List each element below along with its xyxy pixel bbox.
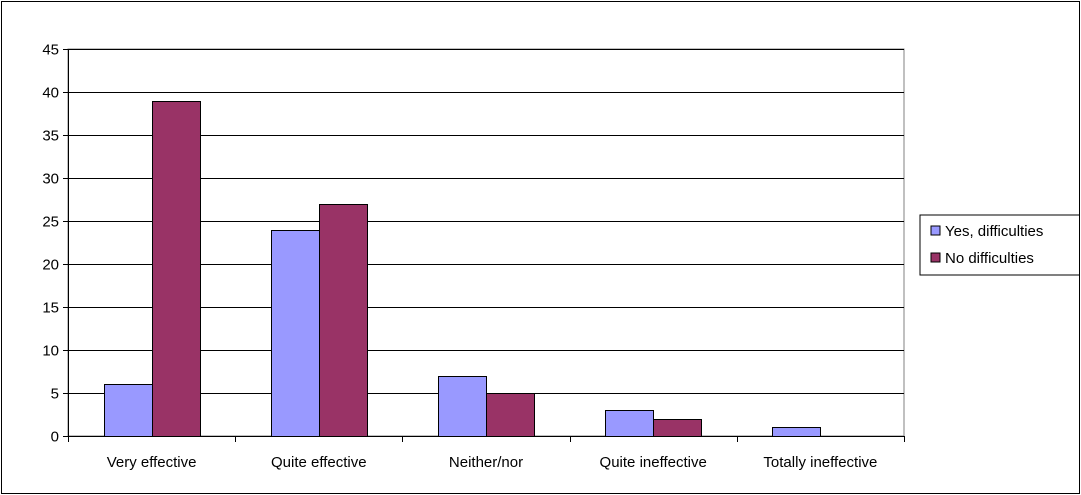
legend-swatch bbox=[930, 252, 941, 263]
bar-yes-difficulties bbox=[605, 410, 654, 437]
legend-box bbox=[919, 214, 1079, 276]
y-axis-ticks: 0 5 10 15 20 25 30 35 40 45 bbox=[42, 42, 68, 446]
y-tick-label: 0 bbox=[51, 429, 59, 446]
gridlines bbox=[68, 49, 904, 394]
legend-label: Yes, difficulties bbox=[945, 223, 1043, 240]
y-tick-label: 25 bbox=[42, 214, 59, 231]
bar-yes-difficulties bbox=[438, 376, 487, 437]
bar-yes-difficulties bbox=[271, 230, 320, 437]
y-tick-label: 10 bbox=[42, 343, 59, 360]
bar-no-difficulties bbox=[653, 419, 702, 437]
legend-swatch bbox=[930, 225, 941, 236]
y-tick-label: 40 bbox=[42, 85, 59, 102]
y-tick-label: 5 bbox=[51, 386, 59, 403]
x-axis-labels: Very effective Quite effective Neither/nor… bbox=[107, 454, 878, 471]
x-tick-label: Very effective bbox=[107, 454, 197, 471]
y-tick-label: 20 bbox=[42, 257, 59, 274]
bar-yes-difficulties bbox=[104, 384, 153, 437]
legend: Yes, difficulties No difficulties bbox=[919, 214, 1079, 276]
bar-no-difficulties bbox=[486, 393, 535, 437]
x-tick-label: Neither/nor bbox=[449, 454, 523, 471]
x-tick-label: Totally ineffective bbox=[763, 454, 877, 471]
x-tick-label: Quite ineffective bbox=[600, 454, 707, 471]
y-tick-label: 15 bbox=[42, 300, 59, 317]
legend-label: No difficulties bbox=[945, 250, 1034, 267]
y-tick-label: 30 bbox=[42, 171, 59, 188]
bars bbox=[104, 101, 821, 437]
y-tick-label: 45 bbox=[42, 42, 59, 59]
bar-no-difficulties bbox=[152, 101, 201, 437]
plot-area bbox=[67, 48, 905, 437]
bar-yes-difficulties bbox=[772, 427, 821, 437]
axes bbox=[68, 49, 905, 442]
y-tick-label: 35 bbox=[42, 128, 59, 145]
bar-no-difficulties bbox=[319, 204, 368, 437]
x-tick-label: Quite effective bbox=[271, 454, 367, 471]
